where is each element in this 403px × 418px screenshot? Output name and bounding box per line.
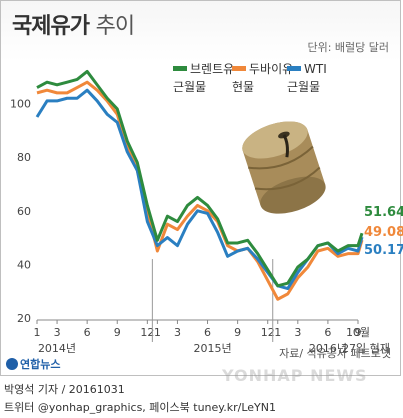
year-label: 2016년 — [309, 342, 347, 355]
barrel-ring-lower — [254, 166, 321, 191]
source-label: 자료/ 석유공사 페트로넷 — [279, 347, 391, 360]
watermark: YONHAP NEWS — [222, 366, 368, 385]
x-tick-label: 10월 — [346, 326, 370, 339]
chart-title: 국제유가 추이 — [12, 8, 135, 40]
end-value-label-1: 49.08 — [364, 225, 403, 240]
x-tick-label: 6 — [204, 326, 211, 339]
chart-title-main: 국제유가 — [12, 14, 90, 39]
year-label: 2014년 — [38, 342, 76, 355]
oil-barrel-illustration — [242, 121, 326, 214]
reporter-credit: 박영석 기자 / 20161031 — [4, 383, 125, 396]
x-tick-label: 3 — [294, 326, 301, 339]
x-tick-label: 3 — [54, 326, 61, 339]
chart-card — [0, 0, 401, 376]
yonhap-logo-text: 연합뉴스 — [20, 358, 61, 371]
date-suffix-label: 27일 현재 — [342, 341, 390, 355]
y-tick-label: 60 — [17, 205, 31, 218]
x-tick-label: 1 — [274, 326, 281, 339]
barrel-spout — [278, 131, 290, 139]
legend-label-1: 두바이유 — [249, 62, 293, 76]
series-line-0 — [36, 69, 364, 288]
x-tick-label: 1 — [154, 326, 161, 339]
barrel-bottom — [260, 176, 326, 214]
legend-sublabel-1: 현물 — [232, 80, 254, 94]
yonhap-logo-icon — [6, 358, 18, 370]
series-line-1 — [36, 80, 364, 301]
yonhap-logo: 연합뉴스 — [6, 356, 60, 372]
oil-drip — [282, 134, 289, 158]
end-value-label-0: 51.64 — [364, 205, 403, 220]
barrel-lid — [242, 121, 308, 159]
x-tick-label: 6 — [324, 326, 331, 339]
x-tick-label: 9 — [114, 326, 121, 339]
barrel-ring-upper — [248, 145, 314, 170]
y-tick-label: 40 — [17, 258, 31, 271]
legend-swatch-0 — [173, 66, 187, 71]
unit-label: 단위: 배럴당 달러 — [307, 41, 389, 54]
legend-label-0: 브렌트유 — [190, 62, 234, 76]
x-tick-label: 3 — [174, 326, 181, 339]
y-tick-label: 100 — [10, 98, 31, 111]
legend-sublabel-0: 근월물 — [173, 80, 206, 94]
x-tick-label: 12 — [140, 326, 154, 339]
x-tick-label: 12 — [261, 326, 275, 339]
y-tick-label: 20 — [17, 312, 31, 325]
legend-swatch-1 — [232, 66, 246, 71]
year-label: 2015년 — [193, 342, 231, 355]
sns-credit: 트위터 @yonhap_graphics, 페이스북 tuney.kr/LeYN… — [4, 401, 276, 414]
x-tick-label: 9 — [234, 326, 241, 339]
chart-subtitle: 추이 — [95, 14, 135, 39]
legend-sublabel-2: 근월물 — [287, 80, 320, 94]
x-tick-label: 6 — [84, 326, 91, 339]
x-tick-label: 1 — [34, 326, 41, 339]
end-value-label-2: 50.17 — [364, 243, 403, 258]
legend-label-2: WTI — [304, 62, 327, 76]
x-tick-label: 9 — [355, 326, 362, 339]
legend-swatch-2 — [287, 66, 301, 71]
y-tick-label: 80 — [17, 151, 31, 164]
